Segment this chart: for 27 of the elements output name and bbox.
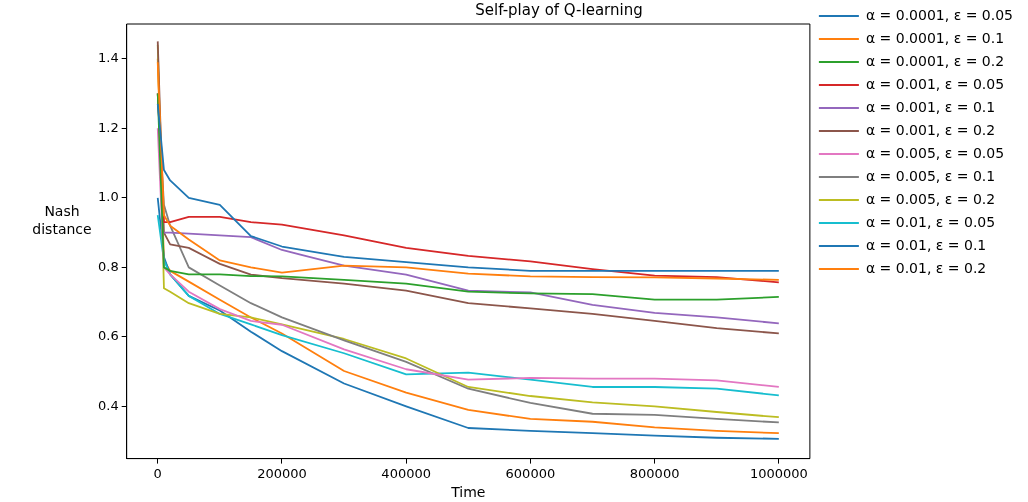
x-tick-label: 200000 [257, 465, 307, 481]
x-tick-label: 800000 [629, 465, 680, 481]
x-axis-title: Time [450, 484, 486, 501]
y-tick-label: 0.8 [97, 258, 119, 274]
legend-label: α = 0.001, ε = 0.05 [865, 75, 1005, 92]
legend-label: α = 0.001, ε = 0.1 [865, 98, 996, 115]
y-tick-label: 1.4 [97, 50, 119, 66]
legend-label: α = 0.01, ε = 0.2 [865, 259, 987, 276]
legend-label: α = 0.005, ε = 0.2 [865, 190, 996, 207]
legend-label: α = 0.0001, ε = 0.05 [865, 6, 1014, 23]
legend-label: α = 0.0001, ε = 0.1 [865, 29, 1005, 46]
y-tick-label: 1.0 [97, 189, 119, 205]
y-axis-title: Nash distance [32, 202, 92, 237]
legend-label: α = 0.01, ε = 0.05 [865, 213, 996, 230]
y-tick-label: 0.4 [97, 397, 119, 413]
legend-label: α = 0.0001, ε = 0.2 [865, 52, 1005, 69]
legend-label: α = 0.001, ε = 0.2 [865, 121, 996, 138]
x-tick-label: 1000000 [749, 465, 808, 481]
x-tick-label: 400000 [381, 465, 431, 481]
legend-label: α = 0.005, ε = 0.1 [865, 167, 996, 184]
x-tick-label: 0 [153, 465, 162, 481]
x-tick-label: 600000 [505, 465, 556, 481]
legend-label: α = 0.005, ε = 0.05 [865, 144, 1005, 161]
y-tick-label: 1.2 [97, 119, 119, 135]
legend-label: α = 0.01, ε = 0.1 [865, 236, 987, 253]
y-tick-label: 0.6 [97, 328, 119, 344]
chart-title: Self-play of Q-learning [475, 0, 643, 19]
